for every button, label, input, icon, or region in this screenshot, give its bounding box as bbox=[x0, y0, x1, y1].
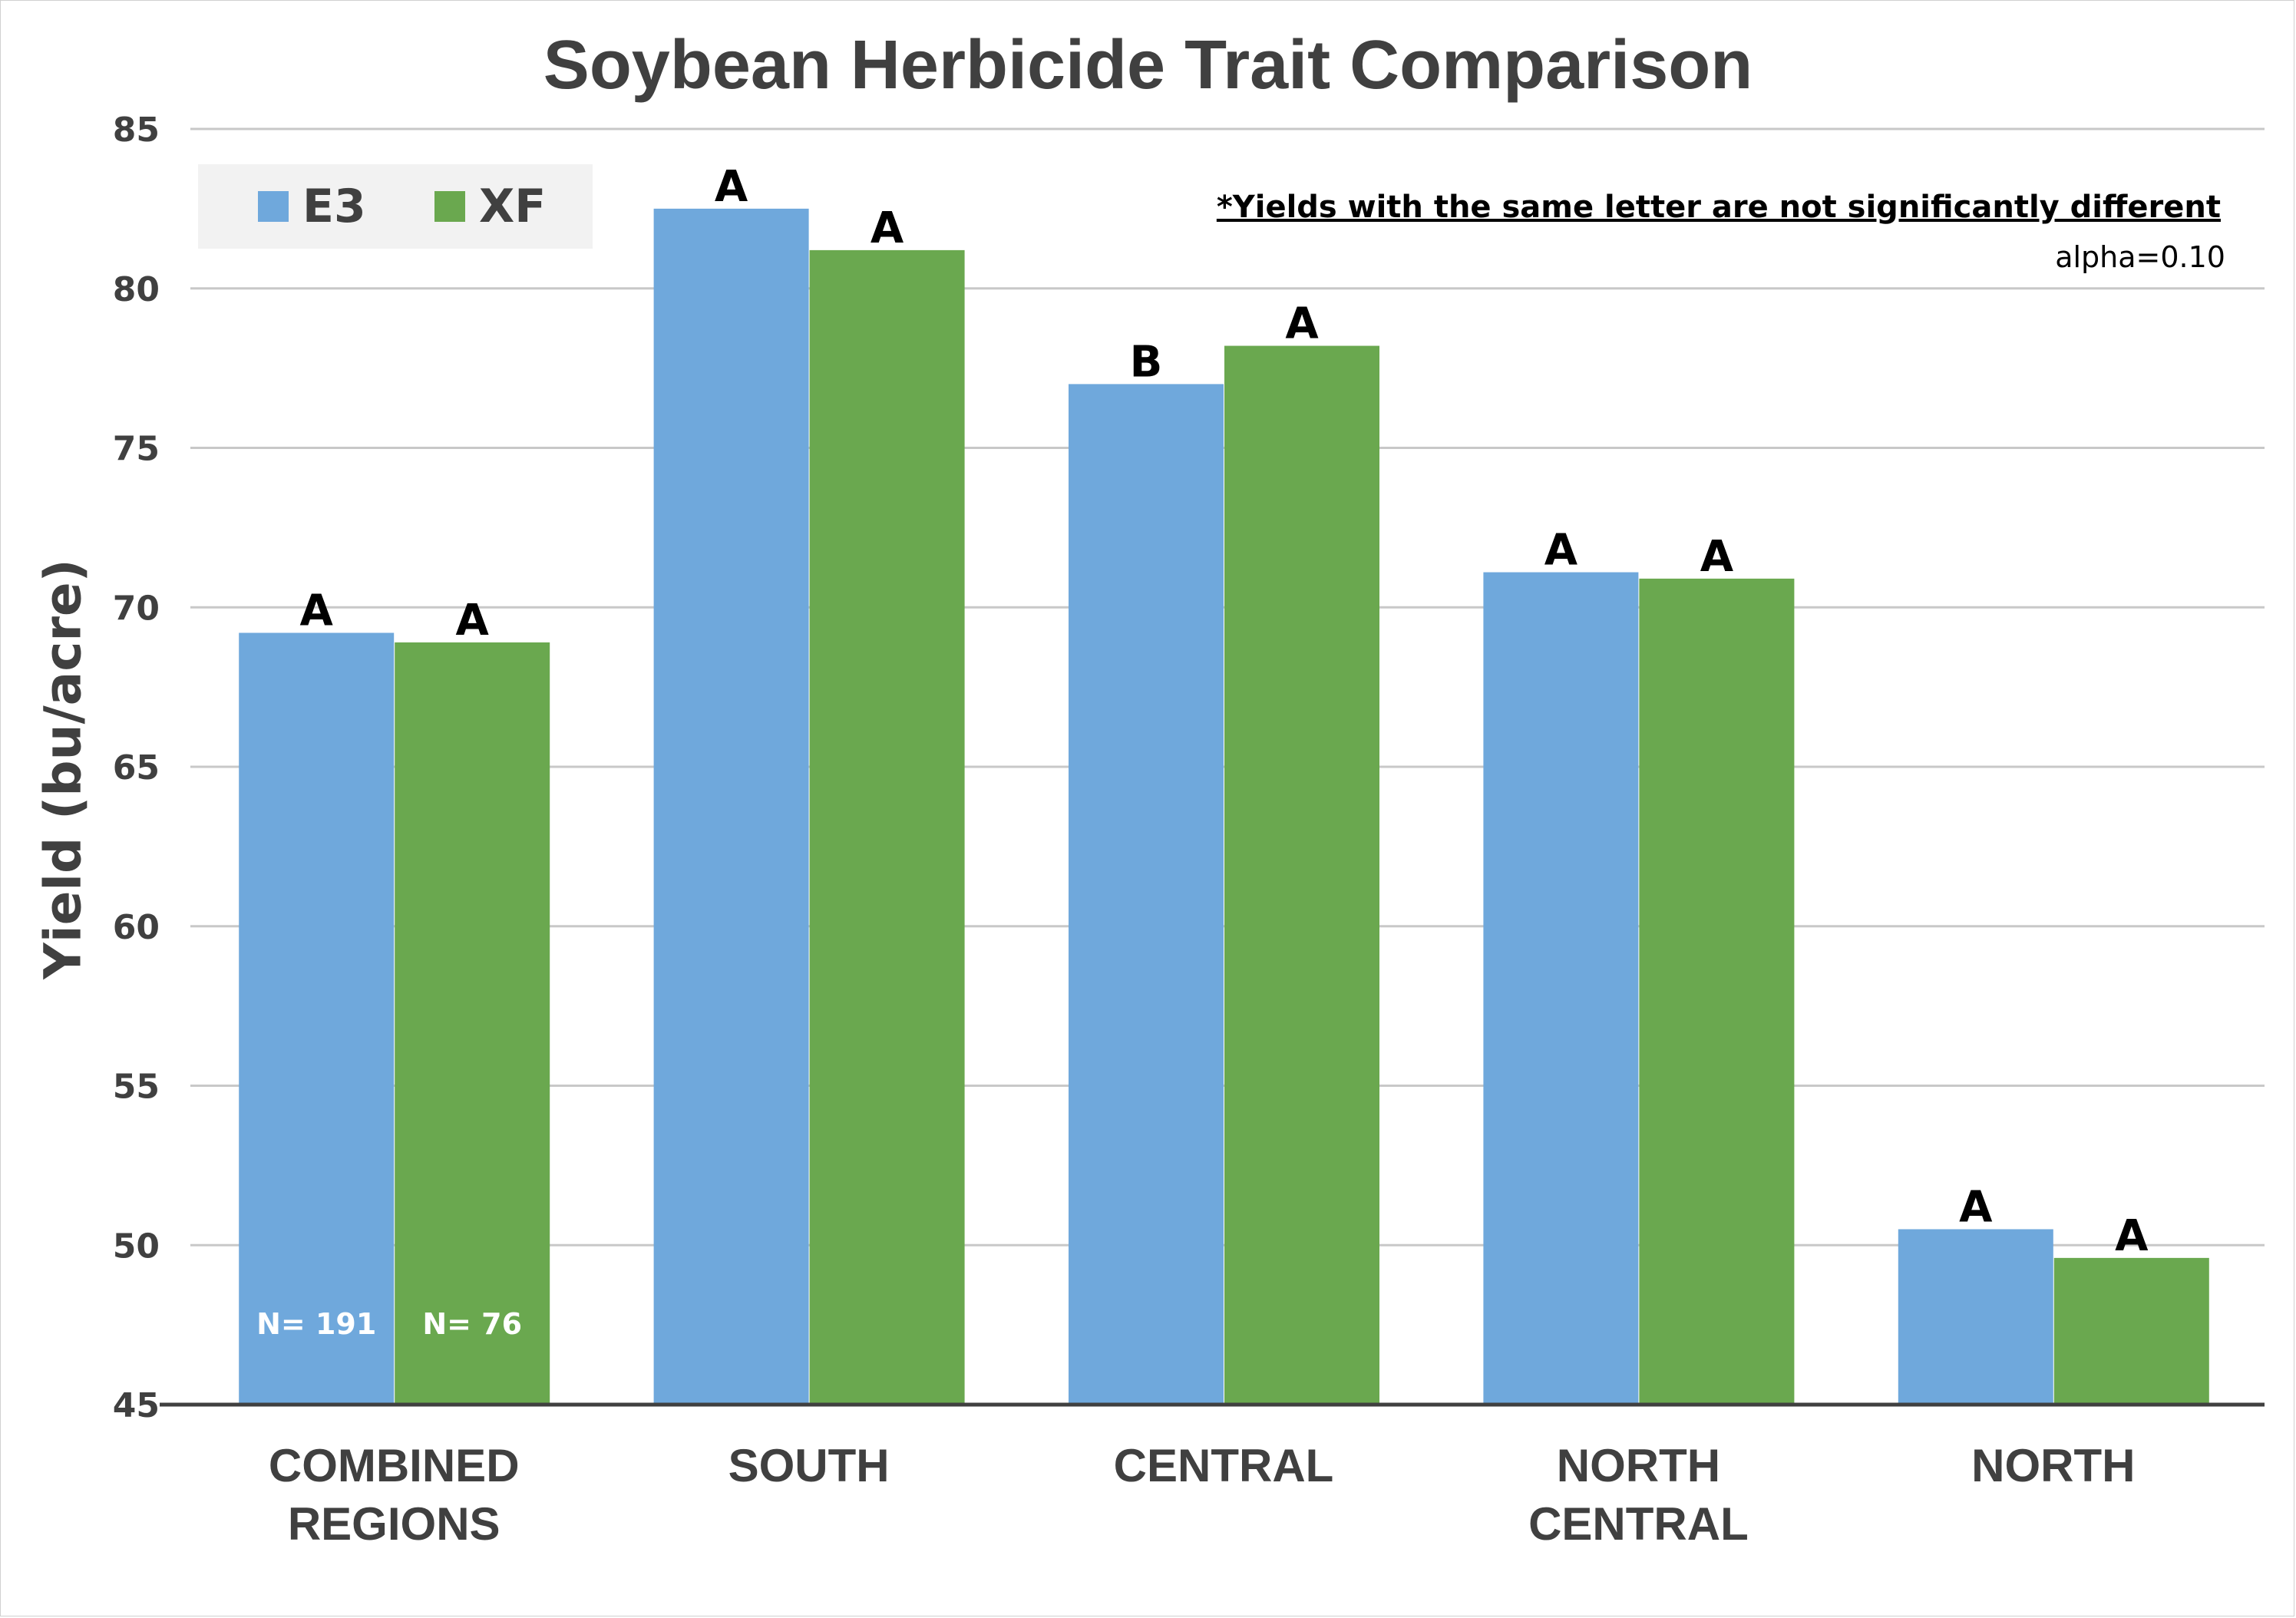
sample-size-label: N= 76 bbox=[422, 1307, 522, 1341]
bar-e3 bbox=[1069, 384, 1224, 1405]
significance-letter: A bbox=[2115, 1211, 2149, 1261]
x-tick-label: CENTRAL bbox=[1528, 1498, 1749, 1550]
significance-letter: A bbox=[870, 203, 904, 253]
significance-letter: A bbox=[1700, 532, 1734, 582]
y-tick-label: 50 bbox=[113, 1227, 160, 1266]
legend-label-e3: E3 bbox=[302, 180, 366, 233]
bar-xf bbox=[809, 249, 965, 1405]
y-tick-label: 75 bbox=[113, 430, 160, 469]
chart-title: Soybean Herbicide Trait Comparison bbox=[543, 27, 1753, 104]
legend-swatch-e3 bbox=[258, 191, 289, 222]
x-tick-label: COMBINED bbox=[269, 1440, 520, 1491]
y-tick-label: 80 bbox=[113, 270, 160, 309]
legend-swatch-xf bbox=[434, 191, 465, 222]
y-tick-label: 65 bbox=[113, 748, 160, 788]
legend-item-xf: XF bbox=[434, 164, 546, 249]
x-tick-label: CENTRAL bbox=[1114, 1440, 1334, 1491]
y-tick-label: 60 bbox=[113, 908, 160, 947]
bar-e3 bbox=[1898, 1229, 2053, 1405]
bar-e3 bbox=[239, 632, 395, 1405]
bar-xf bbox=[1224, 345, 1379, 1405]
significance-letter: A bbox=[1959, 1182, 1993, 1232]
legend-label-xf: XF bbox=[479, 180, 547, 233]
bar-e3 bbox=[653, 208, 809, 1405]
significance-letter: A bbox=[715, 162, 748, 212]
bar-xf bbox=[1639, 578, 1795, 1405]
bar-xf bbox=[395, 642, 550, 1405]
significance-letter: A bbox=[456, 596, 490, 646]
x-tick-label: NORTH bbox=[1971, 1440, 2135, 1491]
significance-letter: B bbox=[1130, 337, 1163, 387]
x-tick-label: SOUTH bbox=[728, 1440, 890, 1491]
x-tick-label: NORTH bbox=[1557, 1440, 1720, 1491]
significance-letter: A bbox=[300, 586, 334, 636]
legend-item-e3: E3 bbox=[258, 164, 366, 249]
alpha-note: alpha=0.10 bbox=[2055, 240, 2225, 274]
legend: E3 XF bbox=[198, 164, 593, 249]
sample-size-label: N= 191 bbox=[256, 1307, 376, 1341]
significance-letter: A bbox=[1544, 526, 1578, 576]
y-tick-label: 70 bbox=[113, 589, 160, 628]
bar-xf bbox=[2053, 1257, 2209, 1405]
y-tick-label: 85 bbox=[113, 111, 160, 150]
bar-e3 bbox=[1483, 572, 1639, 1405]
y-tick-label: 55 bbox=[113, 1068, 160, 1107]
y-tick-label: 45 bbox=[113, 1386, 160, 1425]
significance-note: *Yields with the same letter are not sig… bbox=[1216, 190, 2221, 225]
significance-letter: A bbox=[1285, 299, 1319, 349]
x-tick-label: REGIONS bbox=[288, 1498, 500, 1550]
